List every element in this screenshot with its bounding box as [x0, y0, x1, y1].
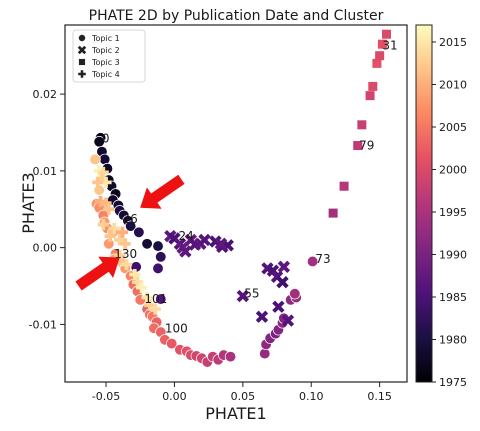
- data-point-square: [365, 91, 375, 101]
- y-tick-label: 0.01: [33, 165, 58, 178]
- highlight-arrow: [75, 256, 120, 291]
- legend-label: Topic 1: [91, 34, 120, 43]
- data-point-circle: [89, 153, 101, 166]
- data-point-square: [377, 39, 387, 49]
- data-point-plus: [149, 303, 161, 315]
- colorbar-tick-label: 2005: [439, 121, 467, 134]
- x-tick-label: 0.00: [162, 390, 187, 403]
- data-point-x: [179, 245, 192, 258]
- y-axis: -0.01 0.00 0.01 0.02: [29, 88, 65, 331]
- data-point-x: [236, 289, 250, 303]
- legend-label: Topic 3: [91, 58, 120, 67]
- data-point-circle: [155, 293, 167, 305]
- point-annotation-label: 79: [359, 139, 374, 153]
- colorbar-tick-label: 1985: [439, 291, 467, 304]
- data-point-x: [277, 260, 291, 274]
- data-point-square: [372, 58, 382, 68]
- data-point-square: [375, 51, 385, 61]
- data-point-square: [357, 120, 367, 130]
- point-annotation-label: 26: [122, 212, 137, 226]
- point-annotation-label: 31: [382, 39, 397, 53]
- data-point-circle: [152, 240, 164, 252]
- x-tick-label: 0.10: [299, 390, 324, 403]
- point-annotation-label: 73: [315, 252, 330, 266]
- data-point-x: [281, 314, 295, 327]
- x-axis: -0.05 0.00 0.05 0.10 0.15: [92, 382, 392, 403]
- data-point-plus: [104, 230, 116, 242]
- legend-box: [72, 29, 146, 83]
- legend-marker-x: [77, 45, 87, 55]
- data-point-plus: [100, 197, 112, 209]
- data-point-circle: [152, 262, 164, 275]
- data-point-plus: [103, 203, 115, 215]
- x-tick-label: 0.15: [367, 390, 392, 403]
- highlight-arrow: [140, 174, 185, 209]
- data-point-circle: [289, 288, 301, 300]
- data-point-square: [381, 29, 391, 39]
- colorbar-tick-label: 1990: [439, 249, 467, 262]
- data-point-square: [339, 181, 349, 191]
- data-point-x: [276, 276, 289, 289]
- x-tick-label: 0.05: [231, 390, 256, 403]
- legend-marker-circle: [78, 34, 86, 42]
- data-point-circle: [306, 255, 319, 268]
- data-point-plus: [129, 268, 141, 281]
- data-point-x: [198, 233, 211, 247]
- colorbar-tick-label: 1980: [439, 334, 467, 347]
- point-annotation-label: 24: [179, 229, 194, 243]
- chart-title: PHATE 2D by Publication Date and Cluster: [89, 8, 384, 24]
- data-point-circle: [125, 220, 137, 232]
- legend-label: Topic 4: [91, 70, 120, 79]
- data-point-plus: [120, 258, 133, 271]
- data-point-plus: [119, 238, 131, 250]
- data-point-square: [368, 81, 378, 91]
- x-tick-label: -0.05: [92, 390, 120, 403]
- colorbar-tick-label: 2015: [439, 36, 467, 49]
- data-point-plus: [114, 249, 126, 261]
- legend-label: Topic 2: [91, 46, 120, 55]
- data-point-circle: [155, 251, 167, 263]
- point-annotation-label: 0: [102, 132, 110, 146]
- colorbar-tick-label: 1995: [439, 206, 467, 219]
- highlight-arrows: [75, 174, 185, 291]
- point-annotation-label: 100: [165, 321, 188, 335]
- data-point-circle: [166, 337, 178, 350]
- data-point-x: [255, 310, 269, 323]
- y-tick-label: -0.01: [29, 318, 57, 331]
- point-annotation-label: 130: [114, 247, 137, 261]
- x-axis-label: PHATE1: [205, 404, 266, 423]
- data-point-circle: [259, 347, 271, 360]
- data-point-x: [214, 237, 228, 250]
- colorbar-gradient: [415, 24, 433, 383]
- point-annotation-label: 55: [244, 287, 259, 301]
- legend-marker-plus: [78, 70, 86, 78]
- data-point-plus: [92, 176, 104, 188]
- colorbar: 1975 1980 1985 1990 1995 2000 2005 2010 2015: [415, 24, 467, 389]
- legend: Topic 1 Topic 2 Topic 3 Topic 4: [72, 29, 146, 83]
- point-annotations: 0 26 24 130 101 100 55 73 79 31: [102, 39, 398, 336]
- data-point-plus: [108, 222, 120, 235]
- data-point-plus: [116, 226, 129, 238]
- colorbar-tick-label: 2010: [439, 79, 467, 92]
- point-annotation-label: 101: [144, 292, 167, 306]
- y-tick-label: 0.00: [33, 242, 58, 255]
- data-point-circle: [141, 238, 153, 250]
- data-point-square: [328, 208, 338, 218]
- y-axis-label: PHATE3: [19, 172, 38, 233]
- colorbar-tick-label: 1975: [439, 376, 467, 389]
- data-point-circle: [133, 226, 145, 238]
- y-tick-label: 0.02: [33, 88, 58, 101]
- data-point-circle: [224, 351, 237, 363]
- data-point-x: [272, 300, 285, 313]
- data-point-plus: [97, 219, 109, 231]
- legend-marker-square: [78, 58, 86, 66]
- data-point-square: [353, 141, 363, 151]
- data-point-plus: [136, 282, 148, 294]
- data-point-plus: [141, 291, 153, 304]
- colorbar-tick-label: 2000: [439, 164, 467, 177]
- scatter-points: [89, 29, 391, 368]
